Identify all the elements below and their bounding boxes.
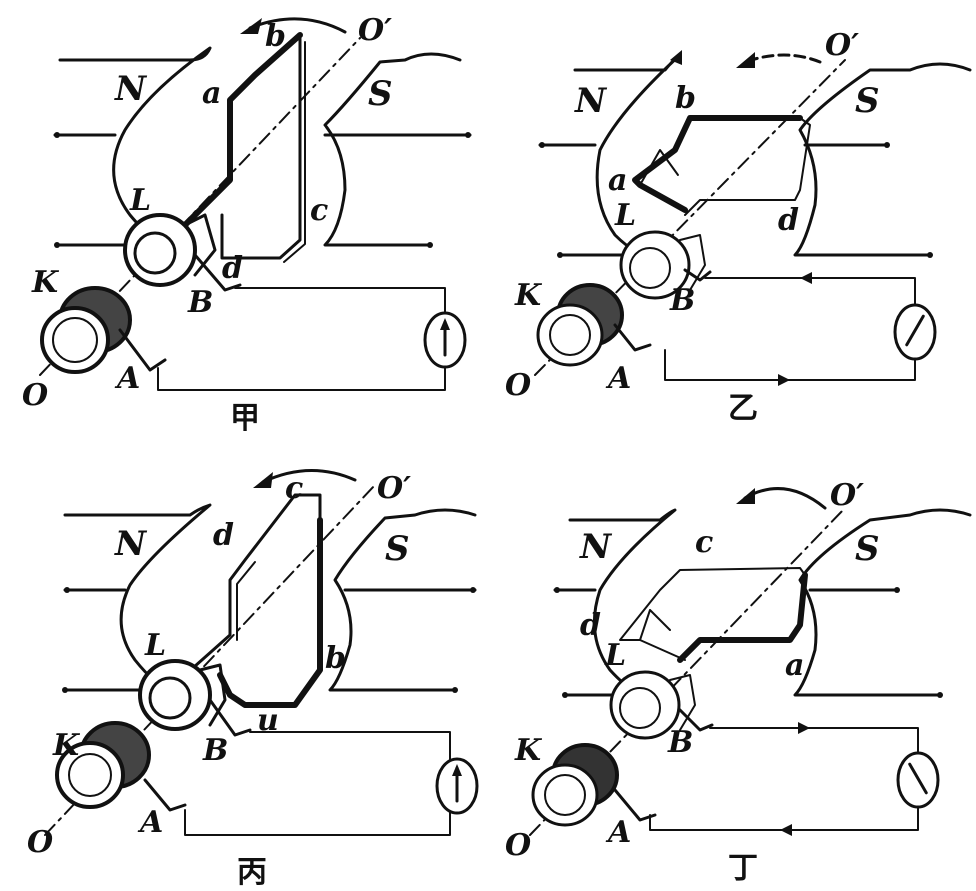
label-s: S [368, 74, 393, 114]
label-n: N [114, 524, 148, 564]
external-circuit [157, 287, 446, 391]
slip-ring-k [55, 721, 151, 809]
label-axis-start: O [505, 828, 531, 863]
label-axis-start: O [22, 378, 48, 413]
slip-ring-k [531, 743, 619, 827]
label-coil-1: a [202, 76, 221, 111]
label-coil-1: a [608, 163, 627, 198]
magnet-s [793, 62, 972, 258]
external-circuit [184, 731, 451, 836]
label-coil-2: b [325, 641, 346, 676]
label-axis-start: O [505, 368, 531, 403]
label-brush-a: A [605, 361, 631, 396]
label-ring-k: K [514, 733, 543, 768]
brush-a [613, 323, 652, 352]
label-coil-2: b [265, 19, 286, 54]
label-n: N [574, 81, 608, 121]
magnet-s [328, 508, 477, 693]
brush-a [118, 328, 167, 372]
magnet-n [538, 50, 682, 258]
coil [182, 32, 306, 263]
label-axis-end: O′ [825, 28, 859, 63]
label-s: S [855, 81, 880, 121]
brush-b [678, 708, 714, 732]
label-brush-a: A [605, 815, 631, 850]
label-coil-4: d [222, 251, 243, 286]
label-n: N [579, 527, 613, 567]
slip-ring-k [40, 286, 132, 374]
label-n: N [114, 69, 148, 109]
label-axis-end: O′ [830, 478, 864, 513]
label-ring-k: K [31, 265, 60, 300]
rotation-arrow [736, 487, 827, 510]
label-ring-k: K [52, 728, 81, 763]
panel-3: N S O′ O L K B A u b c d 丙 [27, 469, 479, 890]
label-coil-1: a [785, 648, 804, 683]
label-coil-3: c [285, 471, 303, 506]
caption-panel-4: 丁 [728, 851, 758, 886]
brush-b [208, 698, 252, 737]
coil [619, 567, 808, 663]
rotation-arrow [253, 469, 357, 488]
label-ring-l: L [144, 628, 166, 663]
magnet-s [323, 52, 472, 248]
slip-ring-k [536, 283, 624, 367]
label-ring-l: L [604, 638, 626, 673]
slip-ring-l [138, 659, 227, 731]
label-brush-b: B [187, 285, 213, 320]
rotation-arrow [240, 17, 347, 34]
axis-line [534, 59, 846, 376]
label-axis-start: O [27, 825, 53, 860]
slip-ring-l [123, 213, 217, 287]
external-circuit [664, 272, 916, 386]
label-brush-b: B [667, 725, 693, 760]
label-ring-k: K [514, 278, 543, 313]
label-axis-end: O′ [358, 13, 392, 48]
panel-4: N S O′ O L K B A a c d 丁 [505, 478, 972, 886]
label-coil-4: d [778, 203, 799, 238]
label-axis-end: O′ [377, 471, 411, 506]
galvanometer [893, 303, 937, 361]
galvanometer [435, 757, 479, 815]
galvanometer [423, 311, 467, 369]
rotation-arrow [736, 52, 822, 68]
caption-panel-3: 丙 [237, 855, 267, 890]
label-coil-2: b [675, 81, 696, 116]
label-coil-1: u [257, 703, 279, 738]
label-ring-l: L [614, 198, 636, 233]
label-brush-b: B [202, 733, 228, 768]
magnet-s [793, 508, 972, 698]
coil [183, 493, 323, 708]
caption-panel-2: 乙 [728, 391, 758, 426]
label-coil-3: c [310, 193, 328, 228]
label-coil-3: c [695, 525, 713, 560]
label-brush-a: A [137, 805, 163, 840]
label-ring-l: L [129, 183, 151, 218]
magnet-n [62, 503, 212, 693]
coil [632, 115, 811, 216]
brush-b [193, 253, 242, 292]
panel-2: N S O′ O L K B A a b d 乙 [505, 28, 972, 426]
label-coil-4: d [213, 518, 234, 553]
label-brush-a: A [114, 361, 140, 396]
label-s: S [855, 529, 880, 569]
label-s: S [385, 529, 410, 569]
panel-1: N S O′ O L K B A a b c d 甲 [22, 13, 472, 436]
axis-line [529, 507, 846, 836]
brush-b [683, 268, 712, 282]
slip-ring-l [619, 230, 706, 300]
brush-a [143, 778, 187, 812]
label-coil-4: d [580, 608, 601, 643]
galvanometer [896, 751, 940, 809]
label-brush-b: B [669, 283, 695, 318]
external-circuit [649, 722, 919, 836]
caption-panel-1: 甲 [230, 401, 260, 436]
